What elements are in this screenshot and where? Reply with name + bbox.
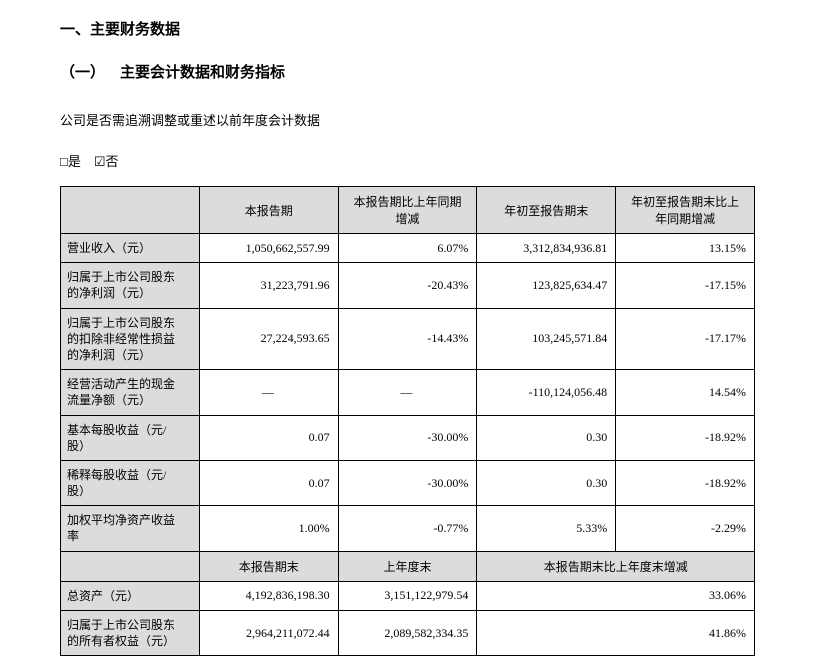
cell-value: 2,089,582,334.35 — [338, 610, 477, 655]
cell-value: 0.07 — [199, 415, 338, 460]
cell-value: 123,825,634.47 — [477, 263, 616, 308]
header-yoy-change: 本报告期比上年同期增减 — [338, 187, 477, 234]
table-header-row-2: 本报告期末 上年度末 本报告期末比上年度末增减 — [61, 551, 755, 581]
cell-value: 0.30 — [477, 415, 616, 460]
cell-value: 0.07 — [199, 460, 338, 505]
header-current-period: 本报告期 — [199, 187, 338, 234]
cell-value: 5.33% — [477, 506, 616, 551]
cell-value: -18.92% — [616, 415, 755, 460]
header2-change: 本报告期末比上年度末增减 — [477, 551, 755, 581]
retrospective-question: 公司是否需追溯调整或重述以前年度会计数据 — [60, 110, 755, 129]
cell-value: -17.17% — [616, 308, 755, 370]
subsection-heading: （一） 主要会计数据和财务指标 — [60, 61, 755, 82]
section-heading: 一、主要财务数据 — [60, 18, 755, 39]
cell-value: -17.15% — [616, 263, 755, 308]
table-row: 稀释每股收益（元/股） 0.07 -30.00% 0.30 -18.92% — [61, 460, 755, 505]
cell-value: 2,964,211,072.44 — [199, 610, 338, 655]
cell-value: -20.43% — [338, 263, 477, 308]
cell-value: -18.92% — [616, 460, 755, 505]
table-row: 营业收入（元） 1,050,662,557.99 6.07% 3,312,834… — [61, 234, 755, 263]
row-label: 营业收入（元） — [61, 234, 200, 263]
cell-value: 14.54% — [616, 370, 755, 415]
table-row: 总资产（元） 4,192,836,198.30 3,151,122,979.54… — [61, 581, 755, 610]
row-label: 归属于上市公司股东的扣除非经常性损益的净利润（元） — [61, 308, 200, 370]
cell-value: 103,245,571.84 — [477, 308, 616, 370]
header-blank — [61, 187, 200, 234]
cell-value: 1.00% — [199, 506, 338, 551]
table-header-row: 本报告期 本报告期比上年同期增减 年初至报告期末 年初至报告期末比上年同期增减 — [61, 187, 755, 234]
financial-data-table: 本报告期 本报告期比上年同期增减 年初至报告期末 年初至报告期末比上年同期增减 … — [60, 186, 755, 656]
table-row: 归属于上市公司股东的扣除非经常性损益的净利润（元） 27,224,593.65 … — [61, 308, 755, 370]
cell-value: -2.29% — [616, 506, 755, 551]
row-label: 稀释每股收益（元/股） — [61, 460, 200, 505]
cell-value: 33.06% — [477, 581, 755, 610]
cell-value: 4,192,836,198.30 — [199, 581, 338, 610]
table-row: 基本每股收益（元/股） 0.07 -30.00% 0.30 -18.92% — [61, 415, 755, 460]
header-ytd-yoy-change: 年初至报告期末比上年同期增减 — [616, 187, 755, 234]
table-row: 加权平均净资产收益率 1.00% -0.77% 5.33% -2.29% — [61, 506, 755, 551]
cell-value: -14.43% — [338, 308, 477, 370]
cell-value: 3,151,122,979.54 — [338, 581, 477, 610]
cell-value: — — [199, 370, 338, 415]
cell-value: 41.86% — [477, 610, 755, 655]
cell-value: 13.15% — [616, 234, 755, 263]
row-label: 基本每股收益（元/股） — [61, 415, 200, 460]
table-row: 归属于上市公司股东的净利润（元） 31,223,791.96 -20.43% 1… — [61, 263, 755, 308]
cell-value: — — [338, 370, 477, 415]
cell-value: 31,223,791.96 — [199, 263, 338, 308]
cell-value: 6.07% — [338, 234, 477, 263]
row-label: 经营活动产生的现金流量净额（元） — [61, 370, 200, 415]
row-label: 总资产（元） — [61, 581, 200, 610]
cell-value: 3,312,834,936.81 — [477, 234, 616, 263]
cell-value: -110,124,056.48 — [477, 370, 616, 415]
row-label: 加权平均净资产收益率 — [61, 506, 200, 551]
cell-value: -30.00% — [338, 460, 477, 505]
cell-value: 1,050,662,557.99 — [199, 234, 338, 263]
yes-no-checkbox-line: □是 ☑否 — [60, 151, 755, 170]
header2-period-end: 本报告期末 — [199, 551, 338, 581]
header2-prev-year-end: 上年度末 — [338, 551, 477, 581]
table-row: 归属于上市公司股东的所有者权益（元） 2,964,211,072.44 2,08… — [61, 610, 755, 655]
cell-value: 27,224,593.65 — [199, 308, 338, 370]
header2-blank — [61, 551, 200, 581]
cell-value: -0.77% — [338, 506, 477, 551]
cell-value: -30.00% — [338, 415, 477, 460]
header-ytd: 年初至报告期末 — [477, 187, 616, 234]
row-label: 归属于上市公司股东的净利润（元） — [61, 263, 200, 308]
cell-value: 0.30 — [477, 460, 616, 505]
table-row: 经营活动产生的现金流量净额（元） — — -110,124,056.48 14.… — [61, 370, 755, 415]
row-label: 归属于上市公司股东的所有者权益（元） — [61, 610, 200, 655]
